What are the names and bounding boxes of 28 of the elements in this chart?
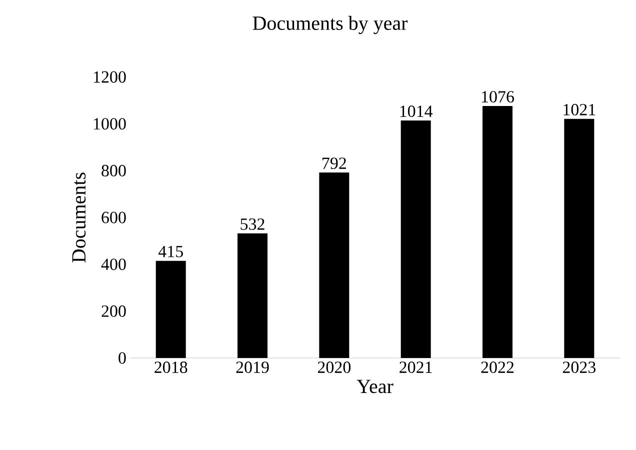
- bar: [482, 106, 513, 358]
- data-label: 1076: [482, 91, 514, 103]
- y-tick-label: 0: [118, 352, 126, 364]
- chart-title: Documents by year: [252, 16, 408, 34]
- y-tick-label: 400: [101, 258, 126, 270]
- x-tick-label: 2022: [481, 362, 514, 374]
- data-label: 1021: [564, 104, 596, 116]
- x-tick-label: 2019: [236, 362, 269, 374]
- data-label: 1014: [400, 106, 433, 118]
- x-axis-title: Year: [356, 380, 394, 394]
- x-tick-label: 2021: [400, 362, 432, 374]
- data-label: 532: [240, 218, 264, 230]
- y-tick-label: 1200: [94, 71, 126, 83]
- data-label: 792: [322, 158, 346, 170]
- bar: [564, 118, 594, 358]
- y-tick-label: 200: [102, 305, 126, 317]
- x-tick-label: 2023: [562, 362, 596, 374]
- y-tick-label: 1000: [94, 118, 126, 130]
- bar: [400, 120, 431, 358]
- data-label: 415: [158, 246, 183, 258]
- y-tick-label: 600: [102, 212, 126, 224]
- bar: [238, 233, 268, 358]
- x-tick-label: 2018: [154, 362, 188, 374]
- y-tick-label: 800: [102, 164, 126, 176]
- bar: [319, 172, 350, 358]
- x-tick-label: 2020: [318, 362, 351, 374]
- y-axis-title: Documents: [72, 172, 86, 262]
- bar: [156, 260, 186, 358]
